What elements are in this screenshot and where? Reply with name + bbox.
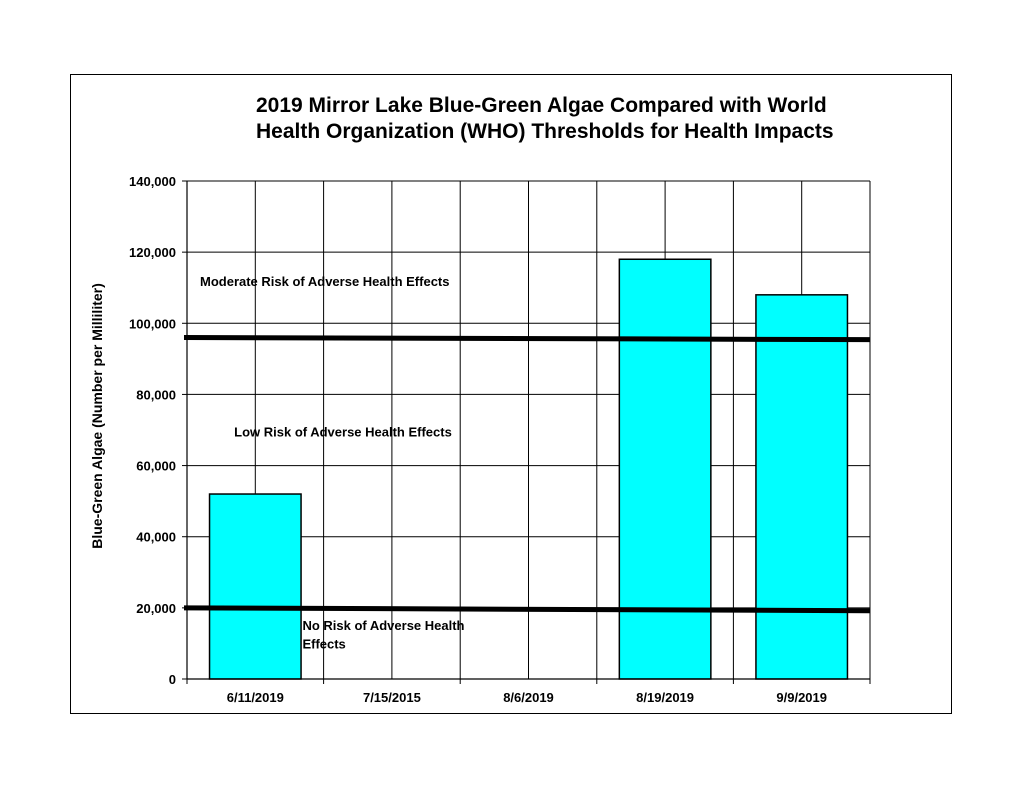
- chart-title-line-2: Health Organization (WHO) Thresholds for…: [256, 120, 834, 143]
- annotation-label: Moderate Risk of Adverse Health Effects: [200, 274, 449, 289]
- y-tick-label: 100,000: [129, 316, 176, 331]
- y-tick-label: 20,000: [136, 601, 176, 616]
- annotations: Moderate Risk of Adverse Health Effects L…: [200, 274, 465, 651]
- x-tick-label: 9/9/2019: [776, 690, 827, 705]
- x-tick-label: 7/15/2015: [363, 690, 421, 705]
- chart-title-line-1: 2019 Mirror Lake Blue-Green Algae Compar…: [256, 94, 827, 117]
- chart-frame: [70, 74, 952, 714]
- threshold-line: [183, 335, 871, 343]
- x-tick-label: 8/6/2019: [503, 690, 554, 705]
- threshold-lines: [183, 335, 871, 614]
- axes: 0 20,000 40,000 60,000 80,000 100,000 120,000 1…: [129, 174, 871, 705]
- bar: [618, 258, 712, 680]
- annotation-label: Effects: [302, 636, 345, 651]
- x-tick-label: 8/19/2019: [636, 690, 694, 705]
- threshold-line: [183, 605, 871, 614]
- x-tick-label: 6/11/2019: [227, 690, 284, 705]
- y-tick-label: 80,000: [136, 387, 176, 402]
- y-tick-label: 120,000: [129, 245, 176, 260]
- y-axis-label: Blue-Green Algae (Number per Milliliter): [89, 283, 105, 549]
- annotation-label: Low Risk of Adverse Health Effects: [234, 424, 452, 439]
- y-tick-label: 140,000: [129, 174, 176, 189]
- y-tick-label: 40,000: [136, 530, 176, 545]
- bar: [755, 294, 849, 680]
- y-tick-label: 60,000: [136, 459, 176, 474]
- y-tick-label: 0: [169, 672, 176, 687]
- bar: [208, 493, 302, 680]
- annotation-label: No Risk of Adverse Health: [302, 618, 464, 633]
